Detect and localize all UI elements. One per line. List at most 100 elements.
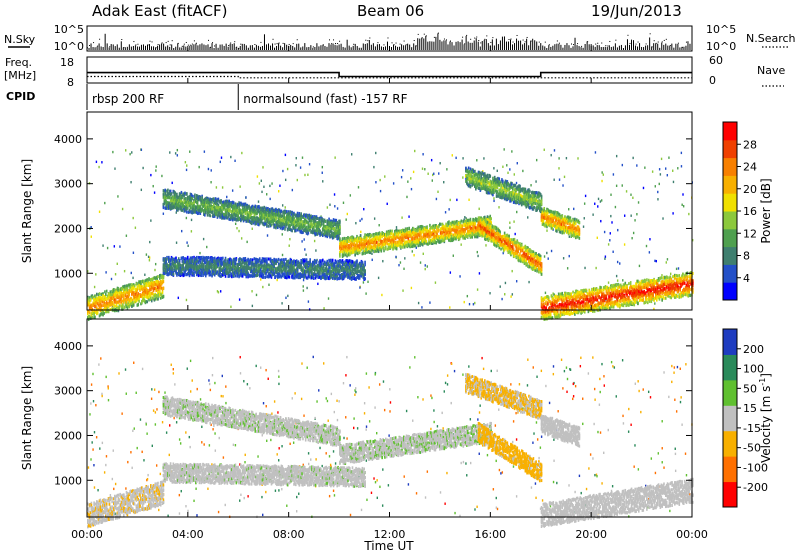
scatter-cell [474, 302, 475, 304]
noise-search-point [172, 40, 173, 41]
noise-search-point [394, 44, 395, 45]
scatter-cell [517, 162, 518, 164]
scatter-cell [151, 299, 153, 302]
scatter-cell [594, 203, 595, 205]
scatter-cell [546, 252, 547, 254]
scatter-cell [644, 292, 646, 295]
scatter-cell [677, 167, 678, 169]
scatter-cell [177, 154, 178, 156]
scatter-cell [584, 202, 585, 204]
scatter-cell [276, 217, 278, 220]
noise-search-point [470, 39, 471, 40]
scatter-cell [204, 150, 205, 152]
scatter-cell [114, 305, 116, 308]
power-heatmap [87, 148, 694, 321]
scatter-cell [161, 175, 162, 177]
scatter-cell [425, 264, 426, 266]
noise-search-point [260, 42, 261, 43]
scatter-cell [652, 170, 653, 172]
noise-search-point [450, 41, 451, 42]
scatter-cell [550, 314, 552, 317]
scatter-cell [619, 262, 620, 264]
scatter-cell [489, 292, 490, 294]
scatter-cell [506, 164, 507, 166]
noise-search-point [629, 43, 630, 44]
scatter-cell [191, 197, 193, 200]
scatter-cell [460, 243, 461, 245]
scatter-cell [373, 166, 374, 168]
scatter-cell [263, 186, 264, 188]
scatter-cell [652, 293, 654, 296]
scatter-cell [548, 257, 549, 259]
scatter-cell [371, 253, 372, 255]
scatter-cell [186, 192, 188, 195]
scatter-cell [400, 261, 401, 263]
scatter-cell [99, 292, 101, 295]
scatter-cell [685, 293, 687, 296]
scatter-cell [201, 196, 203, 199]
noise-search-point [670, 45, 671, 46]
scatter-cell [281, 302, 282, 304]
scatter-cell [588, 289, 590, 292]
scatter-cell [429, 301, 430, 303]
scatter-cell [322, 172, 323, 174]
scatter-cell [402, 169, 403, 171]
scatter-cell [584, 267, 585, 269]
scatter-cell [439, 162, 440, 164]
scatter-cell [516, 280, 517, 282]
scatter-cell [587, 292, 589, 295]
noise-search-point [170, 44, 171, 45]
noise-search-point [513, 42, 514, 43]
scatter-cell [262, 286, 263, 288]
noise-search-point [333, 39, 334, 40]
scatter-cell [304, 238, 305, 240]
scatter-cell [498, 206, 499, 208]
noise-search-point [531, 41, 532, 42]
scatter-cell [560, 314, 562, 317]
noise-search-point [478, 40, 479, 41]
scatter-cell [122, 208, 123, 210]
scatter-cell [291, 229, 293, 232]
scatter-cell [378, 277, 379, 279]
scatter-cell [239, 208, 241, 211]
scatter-cell [381, 294, 382, 296]
scatter-cell [659, 168, 660, 170]
noise-search-point [490, 42, 491, 43]
scatter-cell [562, 184, 563, 186]
scatter-cell [617, 279, 618, 281]
freq-left-tick-bottom: 8 [67, 76, 74, 89]
scatter-cell [172, 182, 173, 184]
scatter-cell [186, 217, 187, 219]
scatter-cell [600, 220, 601, 222]
scatter-cell [107, 247, 108, 249]
scatter-cell [295, 164, 296, 166]
scatter-cell [624, 301, 626, 304]
scatter-cell [89, 302, 91, 305]
scatter-cell [305, 254, 306, 256]
scatter-cell [186, 241, 187, 243]
noise-search-point [587, 41, 588, 42]
noise-search-point [121, 39, 122, 40]
scatter-cell [559, 303, 561, 306]
scatter-cell [425, 268, 426, 270]
scatter-cell [493, 197, 494, 199]
scatter-cell [546, 314, 548, 317]
scatter-cell [511, 150, 512, 152]
scatter-cell [688, 213, 689, 215]
scatter-cell [132, 217, 133, 219]
noise-search-point [571, 44, 572, 45]
scatter-cell [163, 295, 165, 298]
scatter-cell [509, 227, 510, 229]
scatter-cell [239, 298, 240, 300]
scatter-cell [313, 226, 315, 229]
scatter-cell [610, 194, 611, 196]
scatter-cell [131, 272, 132, 274]
scatter-cell [262, 166, 263, 168]
noise-search-point [396, 43, 397, 44]
scatter-cell [569, 235, 570, 237]
noise-search-point [549, 44, 550, 45]
scatter-cell [148, 298, 150, 301]
scatter-cell [678, 267, 679, 269]
scatter-cell [603, 173, 604, 175]
scatter-cell [360, 231, 361, 233]
